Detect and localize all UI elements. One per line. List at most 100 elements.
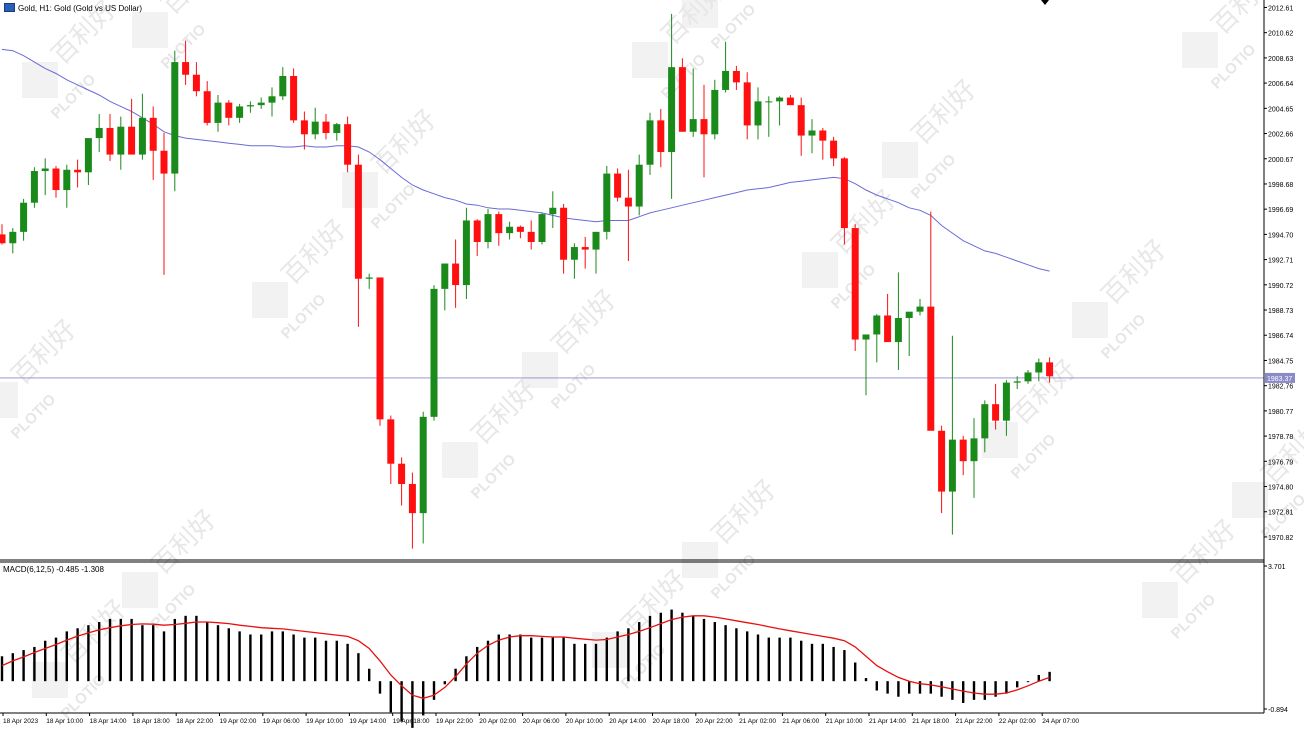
macd-histogram-bar xyxy=(184,615,187,682)
x-tick-label: 24 Apr 07:00 xyxy=(1042,718,1079,725)
candle xyxy=(0,224,6,245)
macd-histogram-bar xyxy=(605,637,608,682)
candle-body xyxy=(862,334,870,340)
macd-histogram-bar xyxy=(378,681,382,694)
candle-body xyxy=(905,311,913,319)
x-tick-label: 19 Apr 18:00 xyxy=(393,718,430,725)
candle-body xyxy=(1035,362,1043,373)
candle xyxy=(376,277,384,426)
candle-body xyxy=(797,105,805,136)
scroll-marker-icon[interactable] xyxy=(1041,0,1049,5)
watermark-text-cn: 百利好 xyxy=(6,314,82,390)
macd-histogram-bar xyxy=(22,650,25,682)
candle xyxy=(387,415,395,484)
candle-body xyxy=(840,158,848,229)
candle-body xyxy=(603,173,611,232)
candle xyxy=(808,119,816,154)
y-tick-label: 1982.76 xyxy=(1268,384,1293,391)
macd-histogram-bar xyxy=(659,612,662,682)
macd-histogram-bar xyxy=(724,625,727,682)
candle xyxy=(473,219,481,256)
candle xyxy=(322,114,330,140)
candle-body xyxy=(106,127,114,155)
macd-histogram-bar xyxy=(551,637,554,682)
current-price-badge xyxy=(1265,372,1295,383)
candle-body xyxy=(506,226,514,234)
candle xyxy=(840,157,848,245)
watermark-text-cn: 百利好 xyxy=(906,74,982,150)
candle xyxy=(743,72,751,140)
x-tick-label: 20 Apr 18:00 xyxy=(653,718,690,725)
macd-histogram-bar xyxy=(400,681,403,722)
macd-histogram-bar xyxy=(886,681,889,694)
y-tick-label: 1998.68 xyxy=(1268,182,1293,189)
candle xyxy=(117,116,125,170)
candle xyxy=(398,457,406,506)
y-tick-label: 2004.65 xyxy=(1268,106,1293,113)
macd-histogram-bar xyxy=(573,643,576,682)
macd-histogram-bar xyxy=(702,618,706,682)
candle-body xyxy=(365,277,373,279)
candle xyxy=(992,383,1000,430)
candle-body xyxy=(527,231,535,242)
candle-body xyxy=(808,130,816,136)
candle xyxy=(905,311,913,357)
candle-body xyxy=(1013,381,1021,383)
candle xyxy=(365,273,373,289)
macd-y-tick-label: -0.894 xyxy=(1268,707,1288,714)
candle-body xyxy=(387,419,395,464)
macd-histogram-bar xyxy=(130,618,133,682)
candle xyxy=(311,107,319,140)
candle xyxy=(354,154,362,327)
candle xyxy=(797,97,805,156)
candle-body xyxy=(354,164,362,279)
macd-label: MACD(6,12,5) -0.485 -1.308 xyxy=(3,565,104,574)
candle-body xyxy=(333,124,341,134)
candle-body xyxy=(765,101,773,103)
candle xyxy=(786,95,794,106)
candle-body xyxy=(754,101,762,126)
candle-body xyxy=(1002,382,1010,421)
candle-body xyxy=(41,168,49,172)
macd-histogram-bar xyxy=(346,643,349,682)
macd-histogram-bar xyxy=(195,615,198,682)
macd-histogram-bar xyxy=(108,618,112,682)
candle-body xyxy=(732,70,740,83)
candle-body xyxy=(711,89,719,135)
candle-body xyxy=(279,76,287,97)
macd-histogram-bar xyxy=(648,615,652,682)
macd-histogram-bar xyxy=(530,637,533,682)
macd-histogram-bar xyxy=(746,631,749,682)
candle-body xyxy=(225,102,233,118)
candle xyxy=(592,231,600,274)
candle xyxy=(408,472,416,549)
chart-title-text: Gold, H1: Gold (Gold vs US Dollar) xyxy=(18,4,143,13)
macd-histogram-bar xyxy=(173,618,176,682)
candle xyxy=(624,169,632,261)
candle xyxy=(851,224,859,351)
macd-histogram-bar xyxy=(854,662,857,682)
candle-body xyxy=(722,70,730,90)
macd-histogram-bar xyxy=(33,646,36,682)
candle-body xyxy=(160,150,168,174)
macd-y-tick-label: 3.701 xyxy=(1268,564,1286,571)
macd-histogram-bar xyxy=(789,637,792,682)
macd-histogram-bar xyxy=(152,625,155,682)
candle xyxy=(1013,376,1021,389)
watermark-text-cn: 百利好 xyxy=(1006,354,1082,430)
candle xyxy=(873,314,881,363)
y-tick-label: 1972.81 xyxy=(1268,510,1293,517)
x-tick-label: 22 Apr 02:00 xyxy=(999,718,1036,725)
candle xyxy=(128,98,136,155)
candle xyxy=(570,243,578,279)
macd-histogram-bar xyxy=(756,634,760,682)
chart-window-icon xyxy=(4,3,15,12)
watermark-text-cn: 百利好 xyxy=(1096,234,1172,310)
macd-histogram-bar xyxy=(994,681,997,697)
candle-body xyxy=(646,120,654,165)
candle xyxy=(657,108,665,168)
